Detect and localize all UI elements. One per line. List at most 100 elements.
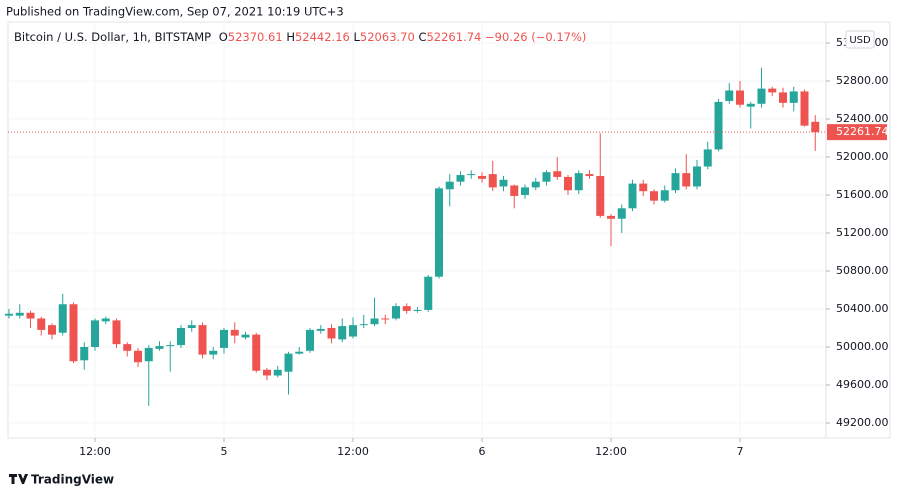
candle-body	[714, 101, 723, 150]
change: −90.26 (−0.17%)	[485, 30, 586, 44]
candle-body	[725, 90, 734, 101]
candle-body	[650, 191, 658, 201]
candle-body	[703, 149, 712, 167]
candle-body	[252, 334, 261, 371]
y-tick-label: 50000.00	[836, 340, 889, 353]
y-tick-label: 50800.00	[836, 264, 889, 277]
currency[interactable]: USD	[849, 35, 871, 46]
candle-body	[736, 90, 744, 105]
candle-body	[134, 350, 142, 363]
candle-body	[585, 174, 594, 176]
candle-body	[273, 369, 282, 376]
last-price-label: 52261.74	[836, 125, 889, 138]
candle-body	[166, 345, 175, 347]
candle-body	[58, 304, 67, 333]
candle-body	[26, 312, 35, 319]
candle-body	[123, 344, 132, 351]
ohlc-value: 52063.70	[360, 30, 415, 44]
candle-body	[564, 176, 572, 191]
candle-body	[220, 329, 228, 348]
candle-body	[91, 320, 99, 347]
candle-body	[757, 88, 766, 104]
candle-body	[5, 313, 13, 316]
ohlc-value: 52442.16	[295, 30, 350, 44]
candle-body	[306, 329, 314, 351]
y-tick-label: 52400.00	[836, 112, 889, 125]
candle-body	[241, 334, 250, 338]
x-tick-label: 7	[737, 445, 744, 458]
candle-body	[467, 174, 476, 176]
published-note: Published on TradingView.com, Sep 07, 20…	[6, 5, 344, 19]
candle-body	[521, 187, 529, 195]
y-tick-label: 52000.00	[836, 150, 889, 163]
candle-body	[144, 347, 153, 362]
candle-body	[263, 369, 271, 376]
candle-body	[628, 183, 637, 209]
y-tick-label: 49200.00	[836, 416, 889, 429]
y-tick-label: 50400.00	[836, 302, 889, 315]
x-tick-label: 12:00	[595, 445, 627, 458]
axes: 49200.00 49600.00 50000.00 50400.00 50800.00…	[79, 36, 888, 458]
candle-body	[155, 346, 164, 349]
candle-body	[639, 183, 648, 192]
currency-box[interactable]	[845, 30, 875, 49]
candle-body	[800, 91, 809, 126]
grid	[8, 22, 826, 438]
candle-body	[660, 190, 669, 201]
candle-body	[48, 325, 56, 335]
candle-body	[295, 351, 304, 354]
brand: TradingView	[31, 473, 114, 487]
candle-body	[370, 318, 379, 325]
y-tick-label: 51200.00	[836, 226, 889, 239]
candle-body	[424, 276, 433, 310]
candles	[5, 67, 826, 406]
candle-body	[284, 353, 293, 372]
candle-body	[177, 327, 185, 346]
candle-body	[811, 121, 820, 133]
candle-body	[607, 215, 615, 219]
candle-body	[435, 188, 443, 277]
chart-frame	[7, 21, 891, 439]
ohlc-value: 52370.61	[228, 30, 283, 44]
candle-body	[574, 173, 583, 191]
candle-body	[553, 171, 562, 177]
y-tick-label: 49600.00	[836, 378, 889, 391]
candle-body	[768, 88, 777, 93]
x-tick-label: 5	[221, 445, 228, 458]
candle-body	[359, 324, 368, 326]
candle-body	[316, 328, 325, 331]
ohlc-key: L	[354, 30, 361, 44]
candle-body	[746, 103, 755, 107]
x-tick-label: 12:00	[337, 445, 369, 458]
candle-body	[80, 346, 89, 361]
candle-body	[789, 91, 798, 103]
ohlc-key: H	[286, 30, 295, 44]
legend: Bitcoin / U.S. Dollar, 1h, BITSTAMP O523…	[14, 30, 586, 44]
candle-body	[413, 309, 422, 311]
candle-body	[327, 327, 336, 339]
candle-body	[693, 166, 701, 187]
candle-body	[101, 318, 110, 322]
candle-body	[15, 312, 24, 316]
candle-body	[209, 350, 218, 355]
candle-body	[69, 304, 78, 362]
y-tick-label: 52800.00	[836, 74, 889, 87]
candle-body	[596, 175, 605, 216]
candle-body	[779, 92, 787, 103]
logo-icon	[9, 474, 28, 484]
candle-body	[542, 172, 551, 182]
candle-body	[478, 175, 486, 179]
candle-body	[682, 173, 691, 187]
candle-body	[617, 208, 626, 219]
candle-body	[338, 326, 347, 340]
candle-body	[671, 173, 680, 191]
candle-body	[456, 175, 465, 182]
candle-body	[392, 306, 400, 319]
candle-body	[402, 306, 411, 311]
candle-body	[230, 329, 239, 336]
logo: TradingView	[9, 473, 114, 487]
candle-body	[112, 320, 121, 345]
candle-body	[198, 325, 207, 355]
symbol: Bitcoin / U.S. Dollar, 1h, BITSTAMP	[14, 30, 211, 44]
